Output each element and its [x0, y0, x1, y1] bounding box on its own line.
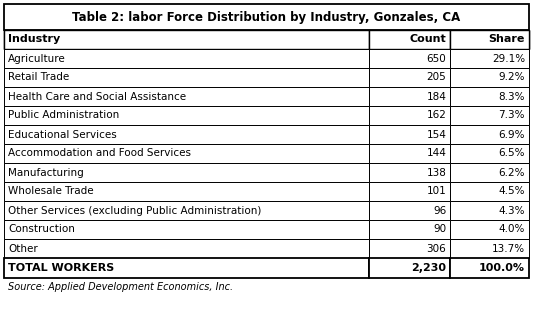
- Text: 650: 650: [426, 54, 446, 63]
- Bar: [450, 125, 529, 144]
- Text: 306: 306: [426, 243, 446, 254]
- Text: Manufacturing: Manufacturing: [8, 167, 84, 178]
- Text: 154: 154: [426, 130, 446, 139]
- Text: Public Administration: Public Administration: [8, 111, 119, 120]
- Bar: [4, 106, 369, 125]
- Text: 6.5%: 6.5%: [498, 148, 525, 159]
- Text: 6.9%: 6.9%: [498, 130, 525, 139]
- Text: 9.2%: 9.2%: [498, 72, 525, 83]
- Text: 101: 101: [426, 187, 446, 196]
- Text: Agriculture: Agriculture: [8, 54, 66, 63]
- Bar: [450, 182, 529, 201]
- Bar: [369, 144, 450, 163]
- Bar: [369, 125, 450, 144]
- Text: Construction: Construction: [8, 224, 75, 235]
- Text: Share: Share: [489, 35, 525, 44]
- Bar: [369, 239, 450, 258]
- Bar: [4, 239, 369, 258]
- Bar: [369, 182, 450, 201]
- Bar: [450, 49, 529, 68]
- Bar: [4, 68, 369, 87]
- Bar: [369, 106, 450, 125]
- Text: 8.3%: 8.3%: [498, 91, 525, 102]
- Text: Source: Applied Development Economics, Inc.: Source: Applied Development Economics, I…: [8, 282, 233, 292]
- Text: 144: 144: [426, 148, 446, 159]
- Bar: [369, 30, 450, 49]
- Text: Retail Trade: Retail Trade: [8, 72, 69, 83]
- Text: 2,230: 2,230: [411, 263, 446, 273]
- Bar: [4, 30, 369, 49]
- Bar: [4, 4, 529, 30]
- Text: 96: 96: [433, 206, 446, 215]
- Text: Other Services (excluding Public Administration): Other Services (excluding Public Adminis…: [8, 206, 261, 215]
- Text: 90: 90: [433, 224, 446, 235]
- Bar: [450, 87, 529, 106]
- Bar: [4, 144, 369, 163]
- Bar: [369, 201, 450, 220]
- Bar: [4, 163, 369, 182]
- Bar: [4, 49, 369, 68]
- Text: 4.0%: 4.0%: [499, 224, 525, 235]
- Bar: [450, 220, 529, 239]
- Text: Accommodation and Food Services: Accommodation and Food Services: [8, 148, 191, 159]
- Bar: [4, 201, 369, 220]
- Bar: [369, 49, 450, 68]
- Text: 184: 184: [426, 91, 446, 102]
- Text: Health Care and Social Assistance: Health Care and Social Assistance: [8, 91, 186, 102]
- Bar: [369, 87, 450, 106]
- Text: Educational Services: Educational Services: [8, 130, 117, 139]
- Bar: [369, 258, 450, 278]
- Text: 4.5%: 4.5%: [498, 187, 525, 196]
- Text: 6.2%: 6.2%: [498, 167, 525, 178]
- Text: 7.3%: 7.3%: [498, 111, 525, 120]
- Bar: [450, 30, 529, 49]
- Text: Count: Count: [409, 35, 446, 44]
- Text: 138: 138: [426, 167, 446, 178]
- Bar: [450, 144, 529, 163]
- Bar: [4, 258, 369, 278]
- Bar: [450, 258, 529, 278]
- Bar: [450, 68, 529, 87]
- Text: 13.7%: 13.7%: [492, 243, 525, 254]
- Bar: [4, 182, 369, 201]
- Bar: [4, 125, 369, 144]
- Bar: [450, 239, 529, 258]
- Text: Table 2: labor Force Distribution by Industry, Gonzales, CA: Table 2: labor Force Distribution by Ind…: [72, 11, 461, 23]
- Text: Other: Other: [8, 243, 38, 254]
- Text: TOTAL WORKERS: TOTAL WORKERS: [8, 263, 114, 273]
- Bar: [450, 106, 529, 125]
- Text: 205: 205: [426, 72, 446, 83]
- Text: 4.3%: 4.3%: [498, 206, 525, 215]
- Text: 162: 162: [426, 111, 446, 120]
- Bar: [4, 30, 529, 49]
- Text: 29.1%: 29.1%: [492, 54, 525, 63]
- Bar: [450, 201, 529, 220]
- Text: Industry: Industry: [8, 35, 60, 44]
- Bar: [4, 220, 369, 239]
- Text: 100.0%: 100.0%: [479, 263, 525, 273]
- Bar: [369, 220, 450, 239]
- Bar: [4, 87, 369, 106]
- Bar: [450, 163, 529, 182]
- Bar: [369, 163, 450, 182]
- Bar: [369, 68, 450, 87]
- Text: Wholesale Trade: Wholesale Trade: [8, 187, 94, 196]
